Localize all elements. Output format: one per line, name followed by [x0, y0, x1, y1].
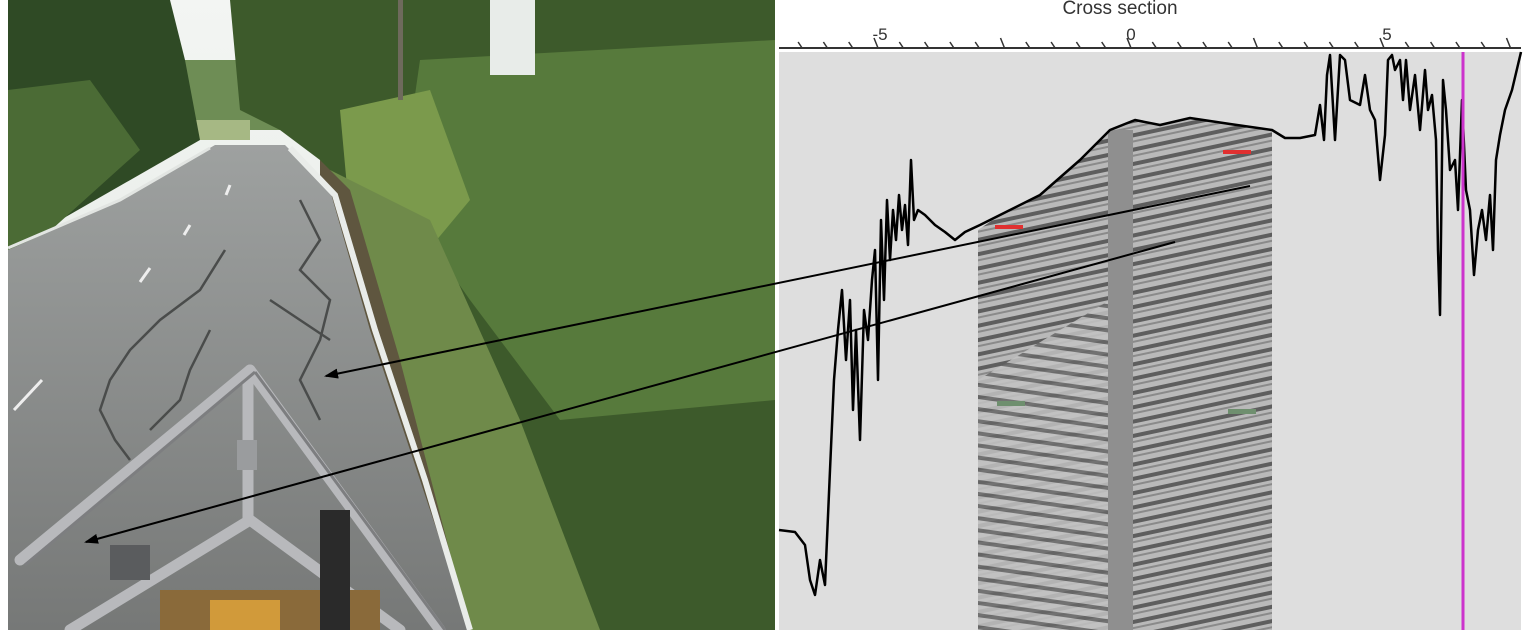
ruler-tick — [848, 41, 854, 49]
ruler-tick — [1050, 41, 1056, 49]
ruler-tick — [1101, 41, 1107, 49]
ruler-tick — [822, 41, 829, 49]
photo-cart-panel — [210, 600, 280, 630]
ruler-tick — [1252, 37, 1259, 49]
ruler-tick — [1404, 41, 1410, 49]
ruler-tick — [1354, 41, 1360, 49]
panel-title: Cross section — [1062, 0, 1177, 19]
ruler-tick — [1429, 41, 1436, 49]
ruler-tick — [797, 41, 803, 49]
surface-profile-trace — [778, 51, 1523, 597]
photo-antenna-box — [110, 545, 150, 580]
road-photo — [8, 0, 775, 630]
photo-antenna-frame-shadow — [24, 370, 447, 630]
ruler-tick — [974, 41, 980, 49]
ruler-tick — [949, 41, 955, 49]
ruler-tick — [1126, 37, 1132, 49]
photo-pole — [398, 0, 403, 100]
photo-centre-dashes — [12, 184, 232, 412]
ruler-tick — [1379, 37, 1385, 49]
ruler-tick — [1202, 41, 1208, 49]
pick-green-left — [997, 401, 1025, 406]
photo-road-cracks — [98, 199, 332, 461]
photo-house — [490, 0, 535, 75]
ruler-tick — [1303, 41, 1309, 49]
ruler-tick — [1455, 41, 1461, 49]
photo-cable-bundle — [320, 510, 350, 630]
cross-section-panel: Cross section -5 0 5 — [776, 0, 1524, 630]
ruler-tick — [1151, 41, 1157, 49]
ruler-ticks — [797, 37, 1512, 49]
pick-red-left — [995, 225, 1023, 229]
ruler-tick — [873, 37, 879, 49]
ruler-tick — [1075, 41, 1082, 49]
ruler-tick — [898, 41, 904, 49]
ruler-tick — [923, 41, 930, 49]
radargram-deep-layers — [978, 300, 1110, 630]
photo-grass-verge — [330, 170, 600, 630]
photo-antenna-clamp — [237, 440, 257, 470]
radargram-gap-band — [1108, 130, 1133, 630]
photo-left-bushes — [8, 80, 140, 250]
photo-edge-line — [287, 145, 473, 630]
photo-right-foliage — [400, 40, 775, 420]
pick-red-right — [1223, 150, 1251, 154]
arrow-upper-crack — [324, 185, 1251, 379]
ruler-tick — [999, 37, 1006, 49]
ruler-tick — [1227, 41, 1233, 49]
radargram — [978, 118, 1272, 630]
ruler-tick — [1505, 37, 1512, 49]
ruler-tick — [1480, 41, 1486, 49]
tick-label-0: 0 — [1126, 25, 1135, 44]
arrow-lower-crack — [84, 241, 1176, 544]
ruler-tick — [1328, 41, 1335, 49]
tick-label-minus5: -5 — [872, 25, 887, 44]
ruler-tick — [1025, 41, 1031, 49]
photo-left-edge-line — [8, 146, 211, 250]
ruler-tick — [1278, 41, 1284, 49]
ruler-tick — [1176, 41, 1183, 49]
tick-label-5: 5 — [1382, 25, 1391, 44]
pick-green-right — [1228, 409, 1256, 414]
